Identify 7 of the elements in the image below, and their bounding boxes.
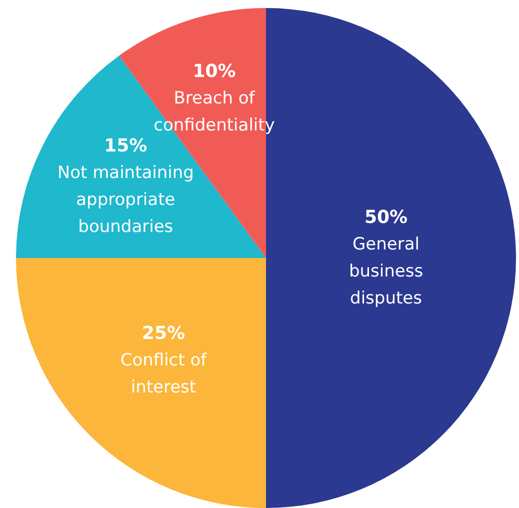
data-label: 25% (142, 323, 186, 344)
slice-label: Not maintaining appropriate boundaries (57, 162, 194, 237)
slice-label: General business disputes (348, 234, 424, 308)
data-label: 10% (192, 61, 236, 82)
slice-label: Conflict of interest (120, 350, 208, 398)
data-label: 15% (104, 135, 148, 156)
data-label: 50% (364, 207, 408, 228)
